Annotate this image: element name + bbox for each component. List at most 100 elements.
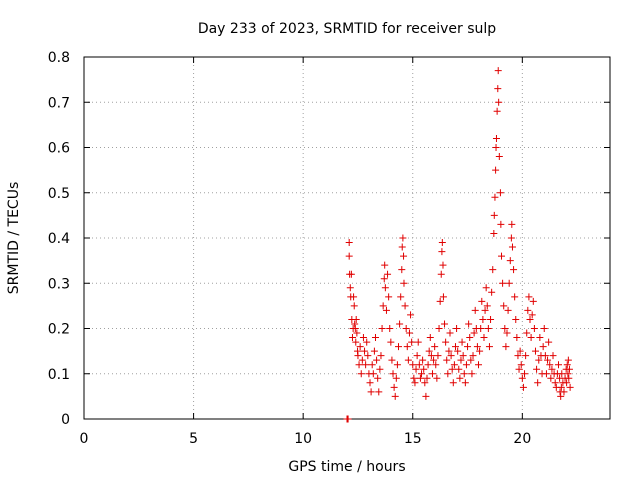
data-point <box>454 347 462 355</box>
data-point <box>388 356 396 364</box>
data-point <box>391 392 399 400</box>
data-point <box>379 302 387 310</box>
data-point <box>466 334 474 342</box>
data-point <box>493 107 501 115</box>
data-point <box>352 315 360 323</box>
data-point <box>421 379 429 387</box>
data-point <box>370 347 378 355</box>
x-tick-label: 5 <box>189 431 198 447</box>
data-point <box>433 374 441 382</box>
data-point <box>470 329 478 337</box>
data-point <box>456 374 464 382</box>
data-point <box>508 220 516 228</box>
data-point <box>557 392 565 400</box>
x-tick-label: 10 <box>294 431 312 447</box>
y-tick-label: 0.6 <box>48 141 70 157</box>
data-point <box>416 374 424 382</box>
data-point <box>484 325 492 332</box>
data-point <box>351 320 359 328</box>
data-point <box>425 347 433 355</box>
data-point <box>531 347 539 355</box>
data-point <box>424 361 432 369</box>
data-point <box>536 334 544 342</box>
data-point <box>455 365 463 373</box>
data-point <box>350 293 358 301</box>
data-point <box>409 361 417 369</box>
data-point <box>427 352 435 360</box>
data-point <box>458 338 466 346</box>
data-point <box>513 334 521 342</box>
data-point <box>420 365 428 373</box>
data-point <box>386 325 394 332</box>
data-point <box>530 325 538 332</box>
data-point <box>423 374 431 382</box>
data-point <box>554 361 562 369</box>
data-point <box>473 343 481 351</box>
data-point <box>479 315 487 323</box>
x-tick-label: 15 <box>404 431 422 447</box>
data-point <box>515 365 523 373</box>
data-point <box>373 356 381 364</box>
data-point <box>392 374 400 382</box>
data-point <box>495 98 503 106</box>
data-point <box>410 374 418 382</box>
data-point <box>436 297 444 305</box>
data-point <box>462 361 470 369</box>
data-point <box>468 370 476 378</box>
data-point <box>448 365 456 373</box>
data-point <box>475 361 482 369</box>
data-point <box>381 261 389 269</box>
data-point <box>544 356 552 364</box>
data-point <box>428 370 436 378</box>
data-point <box>397 293 405 301</box>
data-point <box>540 325 548 332</box>
data-point <box>357 370 365 378</box>
data-point <box>380 275 388 283</box>
data-point <box>402 325 410 332</box>
data-point <box>508 243 516 251</box>
data-point <box>395 343 403 351</box>
data-point <box>415 361 423 369</box>
data-point <box>521 370 529 378</box>
data-point <box>450 361 458 369</box>
data-points <box>343 67 574 423</box>
data-point <box>564 356 572 364</box>
data-point <box>566 383 574 391</box>
data-point <box>408 338 416 346</box>
data-point <box>398 243 406 251</box>
data-point <box>497 220 505 228</box>
data-point <box>358 356 366 364</box>
data-point <box>510 266 518 274</box>
data-point <box>496 189 504 197</box>
data-point <box>359 334 367 342</box>
data-point <box>457 356 465 364</box>
data-point <box>382 306 390 314</box>
y-tick-label: 0.1 <box>48 367 70 383</box>
data-point <box>551 379 559 387</box>
data-point <box>539 343 547 351</box>
data-point <box>453 325 461 332</box>
data-point <box>511 293 519 301</box>
data-point <box>445 347 453 355</box>
data-point <box>451 343 459 351</box>
data-point <box>344 415 352 423</box>
data-point <box>348 334 356 342</box>
y-tick-label: 0.5 <box>48 186 70 202</box>
data-point <box>371 334 379 342</box>
data-point <box>385 293 393 301</box>
data-point <box>523 329 531 337</box>
data-point <box>384 270 392 278</box>
data-point <box>441 320 449 328</box>
data-point <box>413 352 421 360</box>
data-point <box>376 365 384 373</box>
data-point <box>495 153 503 161</box>
data-point <box>432 361 440 369</box>
data-point <box>477 325 485 332</box>
data-point <box>449 379 457 387</box>
y-tick-label: 0.4 <box>48 231 70 247</box>
data-point <box>437 270 445 278</box>
data-point <box>505 279 513 287</box>
x-tick-label: 20 <box>513 431 531 447</box>
data-point <box>353 329 361 337</box>
